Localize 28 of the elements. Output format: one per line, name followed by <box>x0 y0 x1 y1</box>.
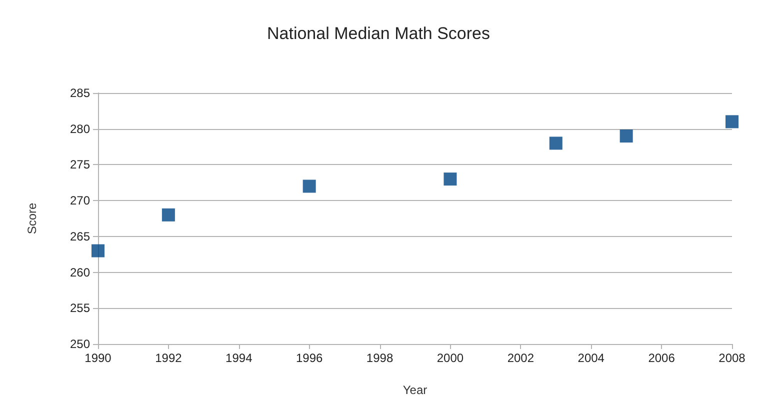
x-tick-label: 2008 <box>718 351 746 365</box>
x-tick-label: 2006 <box>648 351 676 365</box>
point <box>549 136 562 150</box>
point <box>162 208 175 222</box>
chart-title: National Median Math Scores <box>266 24 490 43</box>
y-tick-label: 255 <box>70 301 90 316</box>
x-axis-title: Year <box>402 383 428 397</box>
y-tick-label: 265 <box>70 229 90 244</box>
x-tick-label: 1996 <box>296 351 324 365</box>
x-tick-label: 1992 <box>155 351 182 365</box>
y-axis-title: Score <box>25 202 39 234</box>
point <box>302 180 316 193</box>
x-tick-label: 1990 <box>84 351 112 365</box>
point <box>726 115 738 128</box>
y-tick-label: 280 <box>70 122 90 136</box>
x-tick-label: 2002 <box>507 351 534 365</box>
x-tick-label: 2000 <box>436 351 464 365</box>
point <box>444 172 457 186</box>
y-tick-label: 270 <box>70 194 90 208</box>
x-tick-label: 1998 <box>366 351 394 365</box>
point <box>92 244 104 258</box>
y-tick-label: 250 <box>70 337 90 351</box>
y-tick-label: 285 <box>70 86 90 100</box>
y-tick-label: 260 <box>70 265 90 280</box>
x-tick-label: 2004 <box>578 351 605 365</box>
point <box>620 130 633 143</box>
y-tick-label: 275 <box>70 158 90 172</box>
x-tick-label: 1994 <box>226 351 253 365</box>
